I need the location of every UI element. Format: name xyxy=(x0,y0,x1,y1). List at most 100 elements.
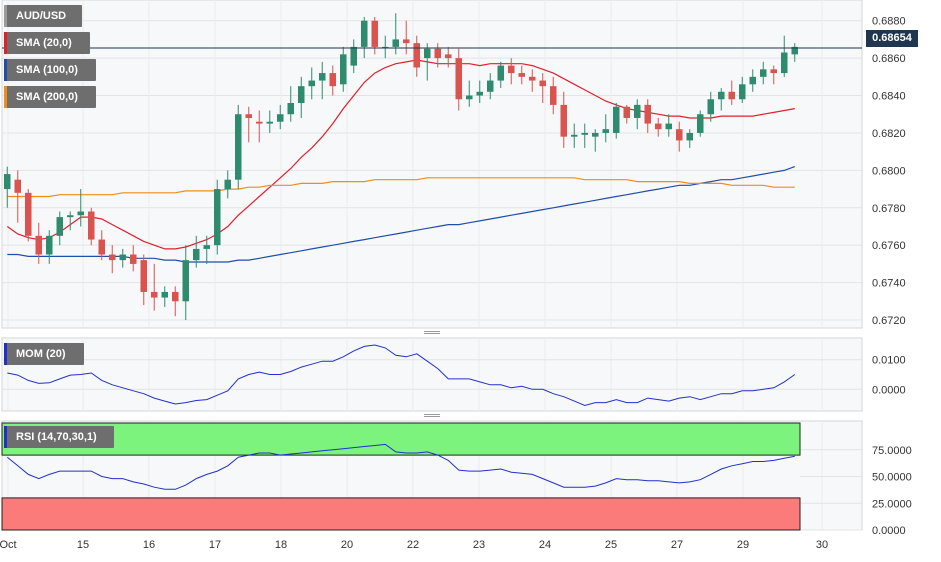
candle-body xyxy=(66,215,74,218)
x-tick-label: 24 xyxy=(539,539,551,551)
candle-body xyxy=(182,260,190,302)
mom-swatch xyxy=(4,343,7,365)
candle-body xyxy=(602,129,610,133)
candle-body xyxy=(612,106,620,133)
candle-body xyxy=(140,260,148,292)
x-tick-label: 27 xyxy=(671,539,683,551)
x-tick-label: 25 xyxy=(605,539,617,551)
candle-body xyxy=(581,132,589,135)
x-tick-label: 15 xyxy=(77,539,89,551)
rsi-y-tick-label: 75.0000 xyxy=(872,445,912,457)
sma-line-1 xyxy=(7,166,796,263)
candle-body xyxy=(150,291,158,298)
candle-body xyxy=(780,52,788,74)
candle-body xyxy=(560,104,568,137)
candle-body xyxy=(654,123,662,130)
mom-line xyxy=(7,344,796,407)
x-tick-label: 16 xyxy=(143,539,155,551)
y-tick-label: 0.6720 xyxy=(872,315,906,327)
candle-body xyxy=(87,211,95,240)
candle-body xyxy=(518,73,526,77)
candle-body xyxy=(171,291,179,302)
candle-body xyxy=(402,39,410,44)
candle-body xyxy=(696,114,704,133)
candle-body xyxy=(108,254,116,261)
candle-body xyxy=(549,86,557,105)
candle-body xyxy=(717,91,725,100)
candle-body xyxy=(129,254,137,264)
rsi-label: RSI (14,70,30,1) xyxy=(16,431,97,443)
pane-splitter-top[interactable] xyxy=(424,331,440,336)
y-tick-label: 0.6840 xyxy=(872,91,906,103)
x-tick-label: Oct xyxy=(0,539,17,551)
legend-mom[interactable]: MOM (20) xyxy=(4,343,84,365)
y-tick-label: 0.6820 xyxy=(872,128,906,140)
candle-body xyxy=(434,48,442,59)
candle-body xyxy=(644,104,652,124)
candle-body xyxy=(77,211,85,216)
y-tick-label: 0.6740 xyxy=(872,278,906,290)
sma-100-label: SMA (100,0) xyxy=(16,64,78,76)
candle-body xyxy=(234,114,242,180)
legend-rsi[interactable]: RSI (14,70,30,1) xyxy=(4,426,114,448)
candle-body xyxy=(455,58,463,100)
candle-body xyxy=(35,235,43,255)
y-tick-label: 0.6860 xyxy=(872,53,906,65)
rsi-overbought-zone xyxy=(1,422,801,456)
x-tick-label: 30 xyxy=(816,539,828,551)
sma-line-2 xyxy=(7,177,795,198)
candle-body xyxy=(665,123,673,130)
sma-200-swatch xyxy=(4,86,7,108)
candle-body xyxy=(465,95,473,100)
mom-label: MOM (20) xyxy=(16,348,66,360)
candle-body xyxy=(423,48,431,59)
rsi-y-tick-label: 25.0000 xyxy=(872,498,912,510)
candle-body xyxy=(371,20,379,47)
legend-sma-200[interactable]: SMA (200,0) xyxy=(4,86,96,108)
rsi-y-tick-label: 50.0000 xyxy=(872,472,912,484)
candle-body xyxy=(570,134,578,137)
candle-body xyxy=(297,86,305,104)
rsi-y-tick-label: 0.0000 xyxy=(872,525,906,537)
candle-body xyxy=(318,73,326,81)
candle-body xyxy=(392,39,400,47)
candle-body xyxy=(791,46,799,55)
candle-body xyxy=(675,129,683,141)
candle-body xyxy=(507,65,515,74)
symbol-label: AUD/USD xyxy=(16,10,67,22)
candle-body xyxy=(255,121,263,124)
candle-body xyxy=(486,80,494,92)
legend-sma-100[interactable]: SMA (100,0) xyxy=(4,59,96,81)
x-tick-label: 22 xyxy=(407,539,419,551)
candle-body xyxy=(528,76,536,81)
candle-body xyxy=(3,174,11,190)
x-tick-label: 29 xyxy=(737,539,749,551)
sma-200-label: SMA (200,0) xyxy=(16,91,78,103)
candle-body xyxy=(633,104,641,118)
candle-body xyxy=(213,189,221,246)
pane-splitter-bottom[interactable] xyxy=(424,414,440,419)
y-tick-label: 0.6880 xyxy=(872,16,906,28)
candle-body xyxy=(245,114,253,118)
legend-symbol[interactable]: AUD/USD xyxy=(4,5,82,27)
candle-body xyxy=(749,76,757,85)
candle-body xyxy=(161,291,169,298)
candle-body xyxy=(329,73,337,87)
candle-body xyxy=(56,217,64,236)
mom-y-tick-label: 0.0000 xyxy=(872,384,906,396)
sma-line-0 xyxy=(6,59,795,250)
candle-body xyxy=(350,46,358,66)
sma-20-label: SMA (20,0) xyxy=(16,37,72,49)
sma-20-swatch xyxy=(4,32,7,54)
candle-body xyxy=(287,103,295,115)
legend-sma-20[interactable]: SMA (20,0) xyxy=(4,32,90,54)
candle-body xyxy=(686,132,694,141)
candle-body xyxy=(539,80,547,87)
candle-body xyxy=(444,54,452,59)
rsi-swatch xyxy=(4,426,7,448)
candle-body xyxy=(339,54,347,85)
x-tick-label: 18 xyxy=(275,539,287,551)
candle-body xyxy=(413,43,421,68)
candle-body xyxy=(759,69,767,77)
